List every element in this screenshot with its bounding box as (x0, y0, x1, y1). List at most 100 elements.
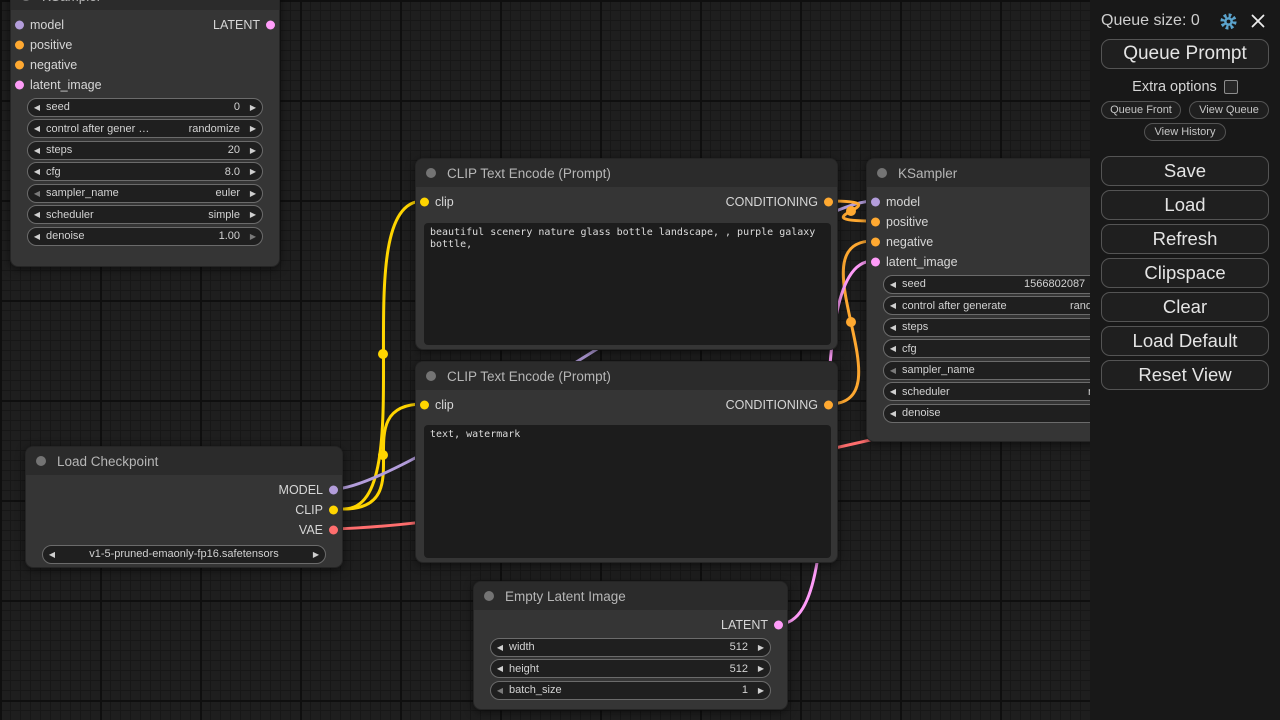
increment-arrow-icon[interactable]: ▶ (249, 210, 257, 219)
reset-view-button[interactable]: Reset View (1101, 360, 1269, 390)
decrement-arrow-icon[interactable]: ◀ (33, 231, 41, 241)
widget-label: width (509, 641, 535, 653)
widget-scheduler[interactable]: ◀ scheduler simple ▶ (27, 205, 263, 224)
decrement-arrow-icon[interactable]: ◀ (496, 642, 504, 652)
widget-sampler-name[interactable]: ◀ sampler_name ▶ (883, 360, 1129, 380)
increment-arrow-icon[interactable]: ▶ (249, 167, 257, 176)
input-slot-clip[interactable] (420, 400, 429, 410)
widget-seed[interactable]: ◀ seed 0 ▶ (27, 97, 263, 117)
collapse-dot[interactable] (426, 168, 436, 178)
output-slot-conditioning[interactable] (824, 197, 833, 207)
widget-value: randomize (188, 122, 240, 135)
decrement-arrow-icon[interactable]: ◀ (889, 387, 897, 396)
node-empty-latent-image[interactable]: Empty Latent Image LATENT ◀ width 512 ▶ … (473, 581, 788, 710)
input-slot-latent-image[interactable] (15, 80, 24, 90)
increment-arrow-icon[interactable]: ▶ (757, 685, 765, 695)
output-slot-latent[interactable] (774, 620, 783, 630)
input-slot-positive[interactable] (871, 217, 880, 227)
decrement-arrow-icon[interactable]: ◀ (889, 408, 897, 418)
output-slot-latent[interactable] (266, 20, 275, 30)
input-slot-negative[interactable] (15, 60, 24, 70)
save-button[interactable]: Save (1101, 156, 1269, 186)
output-slot-conditioning[interactable] (824, 400, 833, 410)
widget-cfg[interactable]: ◀ cfg 8.0 ▶ (27, 162, 263, 181)
queue-front-button[interactable]: Queue Front (1101, 101, 1181, 119)
output-slot-clip[interactable] (329, 505, 338, 515)
node-title-bar[interactable]: CLIP Text Encode (Prompt) (416, 362, 837, 390)
decrement-arrow-icon[interactable]: ◀ (889, 365, 897, 375)
negative-prompt-textarea[interactable]: text, watermark (424, 425, 831, 558)
widget-value: v1-5-pruned-emaonly-fp16.safetensors (89, 548, 279, 560)
previous-arrow-icon[interactable]: ◀ (48, 549, 56, 559)
clear-button[interactable]: Clear (1101, 292, 1269, 322)
widget-ckpt-name[interactable]: ◀ v1-5-pruned-emaonly-fp16.safetensors ▶ (42, 544, 326, 564)
input-slot-clip[interactable] (420, 197, 429, 207)
view-queue-button[interactable]: View Queue (1189, 101, 1269, 119)
increment-arrow-icon[interactable]: ▶ (249, 102, 257, 112)
node-ksampler-left[interactable]: KSampler model LATENT positive negative … (10, 0, 280, 267)
increment-arrow-icon[interactable]: ▶ (757, 642, 765, 652)
input-slot-model[interactable] (15, 20, 24, 30)
output-slot-model[interactable] (329, 485, 338, 495)
widget-width[interactable]: ◀ width 512 ▶ (490, 637, 771, 657)
settings-gear-icon[interactable] (1217, 10, 1239, 32)
increment-arrow-icon[interactable]: ▶ (249, 124, 257, 133)
view-history-button[interactable]: View History (1144, 123, 1226, 141)
input-slot-negative[interactable] (871, 237, 880, 247)
node-title-bar[interactable]: Load Checkpoint (26, 447, 342, 475)
load-button[interactable]: Load (1101, 190, 1269, 220)
collapse-dot[interactable] (484, 591, 494, 601)
node-load-checkpoint[interactable]: Load Checkpoint MODEL CLIP VAE ◀ v1-5-pr… (25, 446, 343, 568)
widget-scheduler[interactable]: ◀ scheduler normal ▶ (883, 382, 1129, 401)
node-title-bar[interactable]: KSampler (11, 0, 279, 10)
widget-denoise[interactable]: ◀ denoise 1.00 ▶ (27, 226, 263, 246)
collapse-dot[interactable] (21, 0, 31, 1)
node-title-bar[interactable]: CLIP Text Encode (Prompt) (416, 159, 837, 187)
widget-sampler-name[interactable]: ◀ sampler_name euler ▶ (27, 183, 263, 203)
decrement-arrow-icon[interactable]: ◀ (889, 322, 897, 332)
clipspace-button[interactable]: Clipspace (1101, 258, 1269, 288)
input-slot-latent-image[interactable] (871, 257, 880, 267)
next-arrow-icon[interactable]: ▶ (312, 549, 320, 559)
decrement-arrow-icon[interactable]: ◀ (33, 145, 41, 155)
increment-arrow-icon[interactable]: ▶ (249, 188, 257, 198)
decrement-arrow-icon[interactable]: ◀ (889, 301, 897, 310)
widget-label: steps (902, 321, 929, 333)
widget-steps[interactable]: ◀ steps ▶ (883, 317, 1129, 337)
decrement-arrow-icon[interactable]: ◀ (496, 664, 504, 673)
node-clip-text-encode-negative[interactable]: CLIP Text Encode (Prompt) clip CONDITION… (415, 361, 838, 563)
load-default-button[interactable]: Load Default (1101, 326, 1269, 356)
output-slot-vae[interactable] (329, 525, 338, 535)
decrement-arrow-icon[interactable]: ◀ (33, 210, 41, 219)
decrement-arrow-icon[interactable]: ◀ (33, 124, 41, 133)
decrement-arrow-icon[interactable]: ◀ (496, 685, 504, 695)
widget-height[interactable]: ◀ height 512 ▶ (490, 659, 771, 678)
positive-prompt-textarea[interactable]: beautiful scenery nature glass bottle la… (424, 223, 831, 345)
collapse-dot[interactable] (36, 456, 46, 466)
input-slot-model[interactable] (871, 197, 880, 207)
widget-control-after-generate[interactable]: ◀ control after gener … randomize ▶ (27, 119, 263, 138)
decrement-arrow-icon[interactable]: ◀ (33, 102, 41, 112)
decrement-arrow-icon[interactable]: ◀ (889, 279, 897, 289)
extra-options-checkbox[interactable] (1223, 79, 1238, 94)
decrement-arrow-icon[interactable]: ◀ (33, 188, 41, 198)
refresh-button[interactable]: Refresh (1101, 224, 1269, 254)
increment-arrow-icon[interactable]: ▶ (249, 231, 257, 241)
increment-arrow-icon[interactable]: ▶ (757, 664, 765, 673)
widget-batch-size[interactable]: ◀ batch_size 1 ▶ (490, 680, 771, 700)
close-icon[interactable] (1247, 10, 1269, 32)
input-slot-positive[interactable] (15, 40, 24, 50)
increment-arrow-icon[interactable]: ▶ (249, 145, 257, 155)
decrement-arrow-icon[interactable]: ◀ (889, 344, 897, 353)
node-clip-text-encode-positive[interactable]: CLIP Text Encode (Prompt) clip CONDITION… (415, 158, 838, 350)
queue-prompt-button[interactable]: Queue Prompt (1101, 39, 1269, 69)
collapse-dot[interactable] (426, 371, 436, 381)
slot-row: positive (11, 35, 279, 55)
input-label: model (30, 18, 65, 32)
node-title-bar[interactable]: Empty Latent Image (474, 582, 787, 610)
collapse-dot[interactable] (877, 168, 887, 178)
decrement-arrow-icon[interactable]: ◀ (33, 167, 41, 176)
widget-steps[interactable]: ◀ steps 20 ▶ (27, 140, 263, 160)
slot-row: model (867, 192, 1145, 212)
